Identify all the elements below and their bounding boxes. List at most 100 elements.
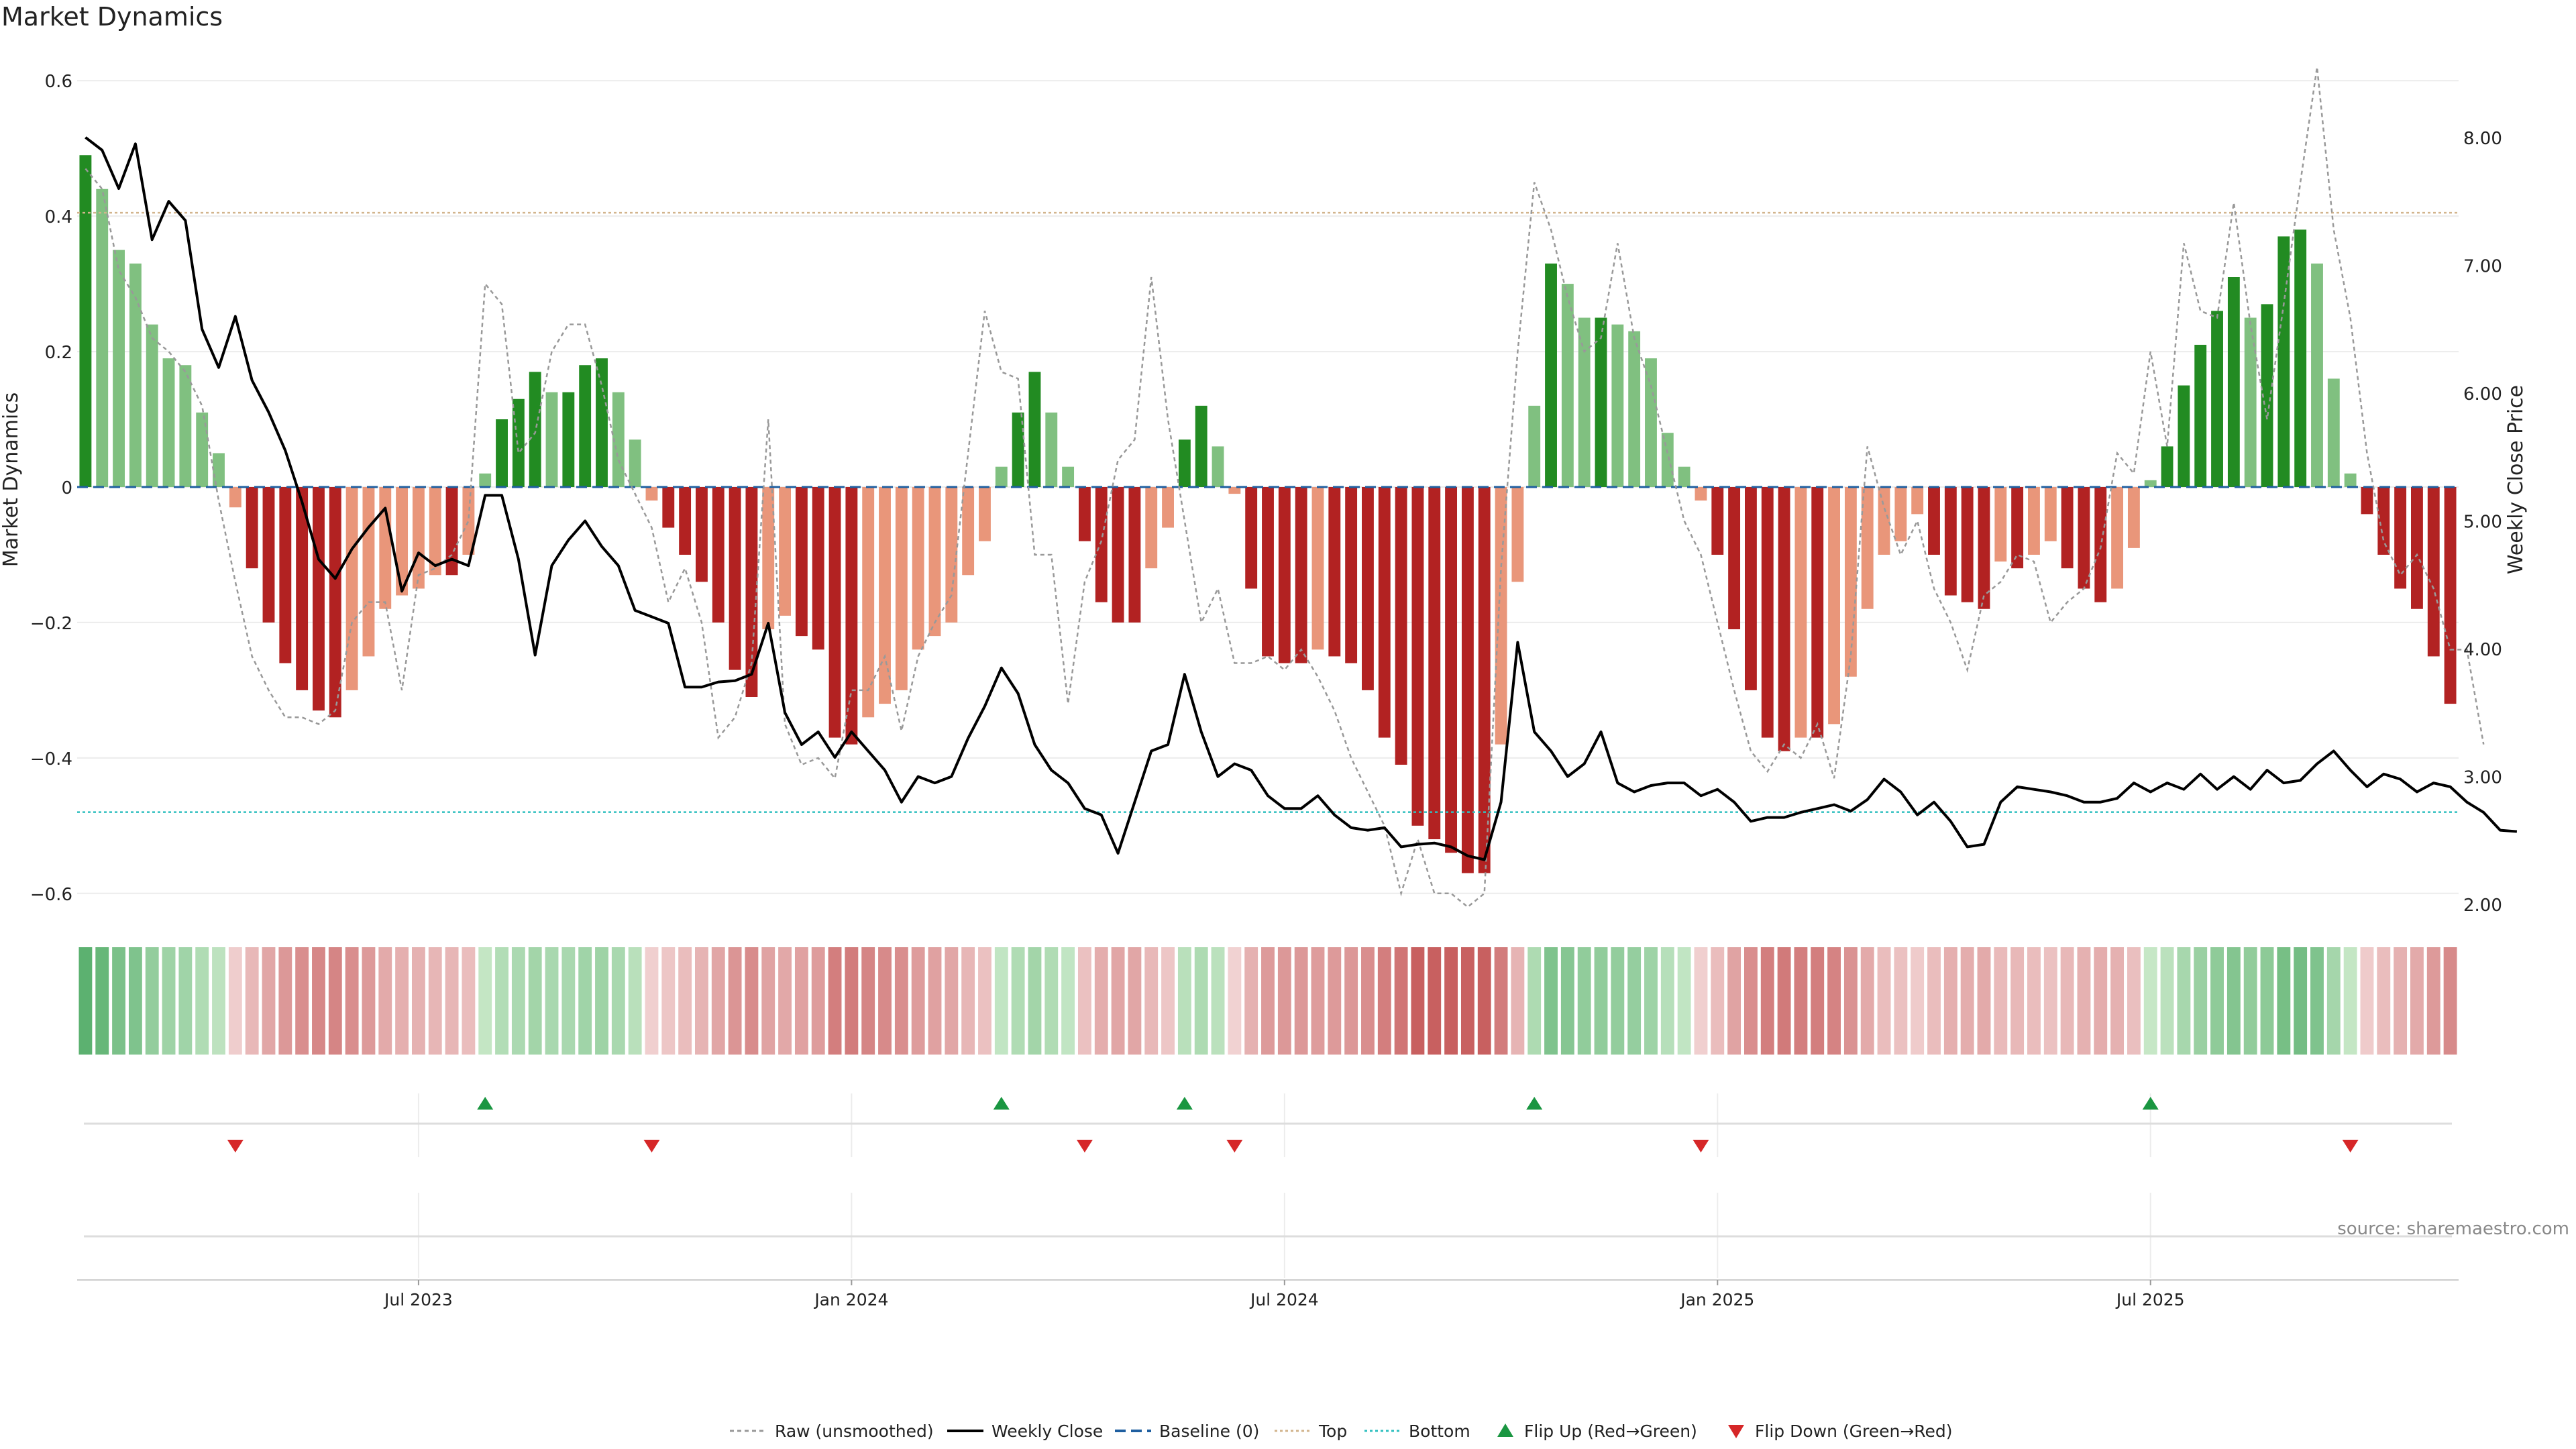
heat-cell: [1161, 947, 1175, 1055]
dynamics-bar: [1178, 439, 1191, 487]
dynamics-bar: [2344, 473, 2357, 487]
dynamics-bar: [179, 365, 192, 487]
dynamics-bar: [196, 412, 209, 487]
legend-bottom-label: Bottom: [1409, 1421, 1470, 1441]
dynamics-bar: [979, 487, 991, 541]
dynamics-bar: [2361, 487, 2373, 515]
heat-cell: [145, 947, 159, 1055]
dynamics-bar: [2011, 487, 2024, 569]
dynamics-bar: [1878, 487, 1890, 555]
heat-cell: [2426, 947, 2440, 1055]
heat-cell: [1644, 947, 1658, 1055]
heat-cell: [628, 947, 642, 1055]
dynamics-bar: [1045, 412, 1058, 487]
dynamics-bar: [229, 487, 241, 508]
dynamics-bar: [2244, 317, 2257, 487]
y-axis-label: Market Dynamics: [0, 392, 23, 568]
legend-flip-up: Flip Up (Red→Green): [1497, 1421, 1697, 1441]
heat-cell: [761, 947, 775, 1055]
heat-cell: [2394, 947, 2408, 1055]
dynamics-bar: [162, 358, 175, 487]
dynamics-bar: [2211, 311, 2223, 487]
dynamics-bar: [1645, 358, 1657, 487]
heat-cell: [1477, 947, 1491, 1055]
heat-cell: [1727, 947, 1741, 1055]
dynamics-bar: [1711, 487, 1724, 555]
heat-cell: [395, 947, 409, 1055]
dynamics-bar: [2078, 487, 2090, 589]
dynamics-bar: [545, 392, 558, 487]
dynamics-bar: [596, 358, 608, 487]
dynamics-bar: [2061, 487, 2074, 569]
heat-cell: [678, 947, 692, 1055]
heat-cell: [728, 947, 742, 1055]
dynamics-bar: [1844, 487, 1857, 677]
dynamics-bar: [329, 487, 341, 718]
heat-cell: [961, 947, 975, 1055]
legend-baseline: Baseline (0): [1115, 1421, 1259, 1441]
dynamics-bar: [1295, 487, 1307, 663]
heat-cell: [1460, 947, 1474, 1055]
heat-cell: [178, 947, 193, 1055]
y-tick-label: −0.2: [30, 614, 72, 634]
y2-tick-label: 6.00: [2463, 384, 2502, 405]
dynamics-bar: [2194, 344, 2207, 487]
heat-cell: [528, 947, 542, 1055]
x-tick-label: Jan 2024: [813, 1290, 888, 1309]
flip-up-marker: [1526, 1097, 1543, 1110]
x-axis: Jul 2023 Jan 2024 Jul 2024 Jan 2025 Jul 2025: [77, 1279, 2459, 1309]
heat-cell: [1428, 947, 1442, 1055]
dynamics-bar: [496, 419, 508, 487]
dynamics-bar: [279, 487, 292, 663]
dynamics-bar: [1661, 433, 1674, 487]
heat-cell: [1594, 947, 1608, 1055]
heat-cell: [994, 947, 1008, 1055]
heat-cell: [228, 947, 242, 1055]
heat-cell: [2143, 947, 2157, 1055]
dynamics-bar: [1861, 487, 1874, 609]
heat-cell: [945, 947, 959, 1055]
legend: Raw (unsmoothed) Weekly Close Baseline (…: [730, 1421, 1953, 1441]
heat-cell: [2294, 947, 2308, 1055]
dynamics-bar: [1078, 487, 1091, 541]
dynamics-bar: [679, 487, 692, 555]
dynamics-bar: [445, 487, 458, 576]
heat-cell: [495, 947, 508, 1055]
heat-cell: [1843, 947, 1858, 1055]
heat-cell: [1527, 947, 1542, 1055]
dynamics-bar: [1994, 487, 2007, 562]
dynamics-bar: [313, 487, 325, 711]
y-tick-label: 0.4: [45, 207, 72, 227]
y2-tick-label: 7.00: [2463, 256, 2502, 276]
heat-cell: [661, 947, 676, 1055]
dynamics-bar: [1611, 324, 1624, 487]
dynamics-bar: [2261, 304, 2273, 487]
dynamics-bar: [1595, 317, 1607, 487]
heat-cell: [845, 947, 859, 1055]
dynamics-bar: [2411, 487, 2423, 609]
heat-cell: [645, 947, 659, 1055]
heat-cell: [428, 947, 442, 1055]
dynamics-bar: [1428, 487, 1441, 840]
dynamics-bar: [2178, 385, 2190, 487]
x-tick-label: Jul 2024: [1249, 1290, 1319, 1309]
dynamics-bar: [1362, 487, 1374, 690]
y2-tick-label: 8.00: [2463, 129, 2502, 149]
y-tick-label: −0.4: [30, 749, 72, 769]
dynamics-bar: [1162, 487, 1174, 528]
flip-down-marker: [227, 1140, 244, 1152]
dynamics-bar: [1095, 487, 1108, 602]
heat-cell: [1877, 947, 1891, 1055]
heat-cell: [1211, 947, 1225, 1055]
dynamics-bar: [362, 487, 375, 657]
dynamics-bar: [129, 263, 142, 487]
heat-cell: [245, 947, 259, 1055]
flip-down-marker: [1226, 1140, 1243, 1152]
heat-cell: [711, 947, 725, 1055]
heat-cell: [695, 947, 708, 1055]
dynamics-bar: [1461, 487, 1474, 873]
heat-cell: [1228, 947, 1242, 1055]
dynamics-bar: [2277, 236, 2290, 487]
dynamics-bar: [2327, 378, 2340, 487]
heat-cell: [1177, 947, 1191, 1055]
